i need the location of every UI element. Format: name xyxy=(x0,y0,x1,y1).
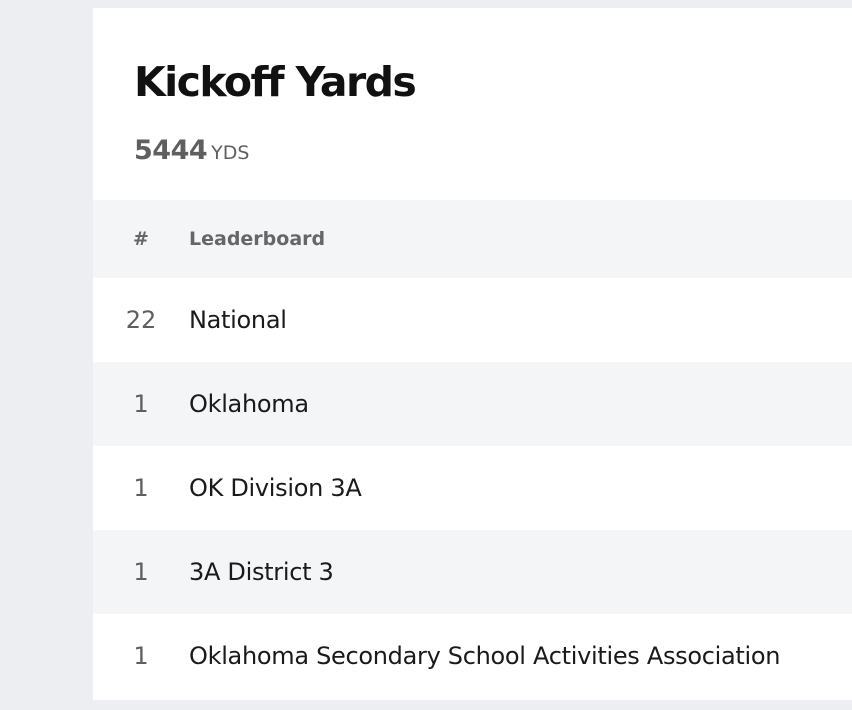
row-leaderboard-name: OK Division 3A xyxy=(189,474,362,502)
row-rank: 1 xyxy=(133,390,149,418)
stat-card: Kickoff Yards 5444 YDS # Leaderboard 22 N… xyxy=(93,8,852,700)
stat-total: 5444 YDS xyxy=(134,134,249,171)
table-row[interactable]: 1 3A District 3 xyxy=(93,530,852,614)
row-rank: 1 xyxy=(133,642,149,670)
table-row[interactable]: 22 National xyxy=(93,278,852,362)
row-rank: 22 xyxy=(125,306,157,334)
row-leaderboard-name: Oklahoma xyxy=(189,390,309,418)
table-row[interactable]: 1 Oklahoma xyxy=(93,362,852,446)
leaderboard-header: # Leaderboard xyxy=(93,200,852,278)
row-rank: 1 xyxy=(133,474,149,502)
column-header-leaderboard: Leaderboard xyxy=(189,228,326,250)
stat-value: 5444 xyxy=(134,135,208,166)
stat-title: Kickoff Yards xyxy=(134,58,417,106)
column-header-rank: # xyxy=(133,228,149,250)
row-leaderboard-name: Oklahoma Secondary School Activities Ass… xyxy=(189,642,781,670)
stat-unit: YDS xyxy=(211,142,250,164)
table-row[interactable]: 1 OK Division 3A xyxy=(93,446,852,530)
stat-header: Kickoff Yards 5444 YDS xyxy=(93,8,852,200)
row-leaderboard-name: 3A District 3 xyxy=(189,558,334,586)
row-leaderboard-name: National xyxy=(189,306,287,334)
row-rank: 1 xyxy=(133,558,149,586)
table-row[interactable]: 1 Oklahoma Secondary School Activities A… xyxy=(93,614,852,698)
